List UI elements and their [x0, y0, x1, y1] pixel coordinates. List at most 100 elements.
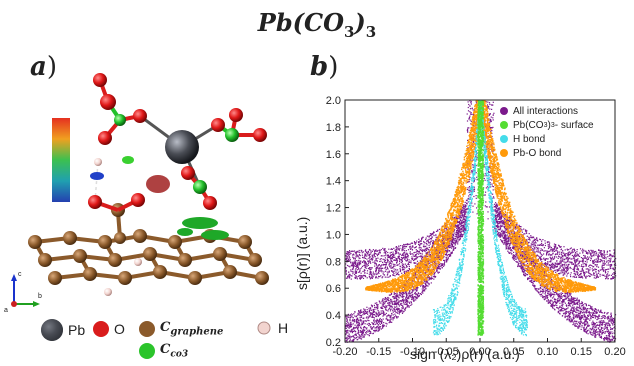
scatter-point [573, 323, 575, 325]
scatter-point [573, 297, 575, 299]
scatter-point [359, 336, 361, 338]
scatter-point [363, 259, 365, 262]
scatter-point [510, 222, 512, 225]
scatter-point [509, 248, 511, 250]
scatter-point [583, 306, 585, 308]
scatter-point [424, 250, 426, 252]
scatter-point [613, 337, 615, 339]
scatter-point [357, 321, 359, 323]
scatter-point [437, 267, 439, 270]
scatter-point [361, 250, 363, 252]
scatter-point [568, 311, 570, 313]
scatter-point [512, 236, 514, 238]
scatter-point [411, 289, 414, 291]
scatter-point [564, 267, 566, 269]
scatter-point [372, 249, 374, 251]
scatter-point [539, 294, 541, 296]
scatter-point [599, 273, 601, 275]
scatter-point [588, 270, 590, 272]
scatter-point [561, 265, 563, 267]
scatter-point [467, 139, 469, 141]
scatter-point [423, 290, 425, 292]
scatter-point [430, 282, 432, 284]
scatter-point [609, 261, 611, 263]
scatter-point [424, 282, 426, 285]
scatter-point [508, 248, 510, 250]
scatter-point [510, 246, 512, 249]
scatter-point [454, 232, 456, 234]
scatter-point [358, 312, 360, 314]
scatter-point [526, 260, 528, 262]
scatter-point [549, 256, 551, 258]
scatter-point [588, 250, 590, 252]
scatter-point [353, 327, 355, 329]
scatter-point [403, 291, 405, 293]
scatter-point [419, 255, 421, 258]
scatter-point [360, 272, 362, 274]
scatter-point [572, 301, 574, 303]
scatter-point [382, 298, 384, 300]
scatter-point [590, 315, 592, 317]
scatter-point [405, 292, 407, 294]
scatter-point [504, 243, 506, 245]
scatter-point [543, 290, 545, 293]
scatter-point [459, 219, 462, 221]
scatter-point [393, 274, 395, 276]
scatter-point [572, 304, 574, 306]
scatter-point [408, 292, 410, 294]
scatter-point [405, 296, 408, 298]
scatter-point [571, 321, 573, 323]
scatter-point [565, 257, 567, 259]
scatter-point [438, 256, 440, 258]
scatter-point [421, 257, 423, 260]
scatter-point [504, 217, 506, 220]
scatter-point [533, 249, 535, 251]
scatter-point [586, 326, 588, 328]
scatter-point [410, 304, 412, 306]
scatter-point [349, 266, 351, 268]
scatter-point [506, 219, 509, 221]
scatter-point [576, 317, 578, 319]
scatter-point [386, 262, 388, 264]
scatter-point [586, 252, 588, 254]
scatter-point [550, 260, 552, 262]
scatter-point [375, 312, 377, 314]
scatter-point [575, 265, 577, 267]
scatter-point [445, 256, 447, 258]
scatter-point [488, 169, 490, 171]
scatter-point [589, 264, 591, 266]
scatter-point [555, 262, 557, 264]
scatter-point [611, 331, 613, 333]
scatter-point [424, 290, 426, 292]
scatter-point [522, 269, 524, 271]
scatter-point [394, 293, 396, 295]
scatter-point [509, 247, 511, 249]
scatter-point [407, 249, 410, 251]
scatter-point [610, 320, 612, 322]
scatter-point [609, 340, 611, 342]
scatter-point [475, 172, 477, 174]
scatter-point [565, 271, 568, 273]
scatter-point [513, 255, 516, 257]
scatter-point [473, 186, 475, 188]
scatter-point [543, 258, 545, 260]
scatter-point [401, 258, 403, 261]
scatter-point [585, 331, 587, 334]
scatter-point [403, 295, 405, 297]
scatter-point [533, 281, 535, 283]
scatter-point [569, 301, 571, 303]
scatter-point [561, 268, 563, 270]
scatter-point [453, 217, 455, 219]
scatter-point [596, 266, 598, 268]
scatter-point [426, 240, 428, 242]
scatter-point [497, 228, 499, 230]
scatter-point [472, 109, 474, 111]
scatter-point [411, 288, 413, 290]
scatter-point [515, 260, 517, 263]
scatter-point [348, 252, 350, 254]
scatter-point [385, 263, 387, 265]
scatter-point [409, 247, 411, 249]
scatter-point [514, 227, 516, 229]
scatter-point [609, 327, 612, 329]
scatter-point [551, 248, 553, 250]
